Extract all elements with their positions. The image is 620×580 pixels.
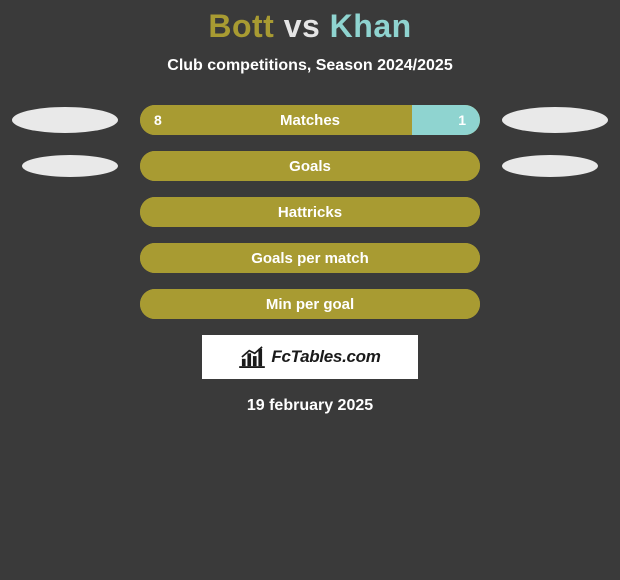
stat-bar: Matches8 1 (140, 105, 480, 135)
comparison-card: Bott vs Khan Club competitions, Season 2… (0, 0, 620, 415)
spacer (12, 245, 118, 271)
left-avatar-ellipse (22, 155, 118, 177)
spacer (502, 245, 608, 271)
bar-left-value: 8 (154, 105, 162, 135)
bar-label: Goals per match (140, 243, 480, 273)
subtitle: Club competitions, Season 2024/2025 (0, 57, 620, 75)
bar-label: Hattricks (140, 197, 480, 227)
stat-row: Matches8 1 (0, 105, 620, 135)
spacer (502, 199, 608, 225)
stat-bar: Hattricks (140, 197, 480, 227)
logo-text: FcTables.com (271, 347, 380, 367)
stat-bar: Goals per match (140, 243, 480, 273)
stat-bar: Goals (140, 151, 480, 181)
stat-rows: Matches8 1 Goals Hattricks Goals per match Mi… (0, 105, 620, 319)
spacer (502, 291, 608, 317)
stat-row: Hattricks (0, 197, 620, 227)
right-avatar-ellipse (502, 155, 598, 177)
stat-row: Min per goal (0, 289, 620, 319)
spacer (12, 199, 118, 225)
stat-row: Goals per match (0, 243, 620, 273)
stat-bar: Min per goal (140, 289, 480, 319)
right-avatar-ellipse (502, 107, 608, 133)
spacer (12, 291, 118, 317)
title-player2: Khan (330, 8, 412, 44)
title-vs: vs (284, 8, 321, 44)
left-avatar-ellipse (12, 107, 118, 133)
bar-label: Min per goal (140, 289, 480, 319)
date-label: 19 february 2025 (0, 397, 620, 415)
title-player1: Bott (208, 8, 274, 44)
page-title: Bott vs Khan (0, 8, 620, 45)
stat-row: Goals (0, 151, 620, 181)
source-logo: FcTables.com (202, 335, 418, 379)
bar-label: Goals (140, 151, 480, 181)
bar-chart-icon (239, 346, 265, 368)
bar-label: Matches (140, 105, 480, 135)
bar-right-value: 1 (458, 105, 466, 135)
